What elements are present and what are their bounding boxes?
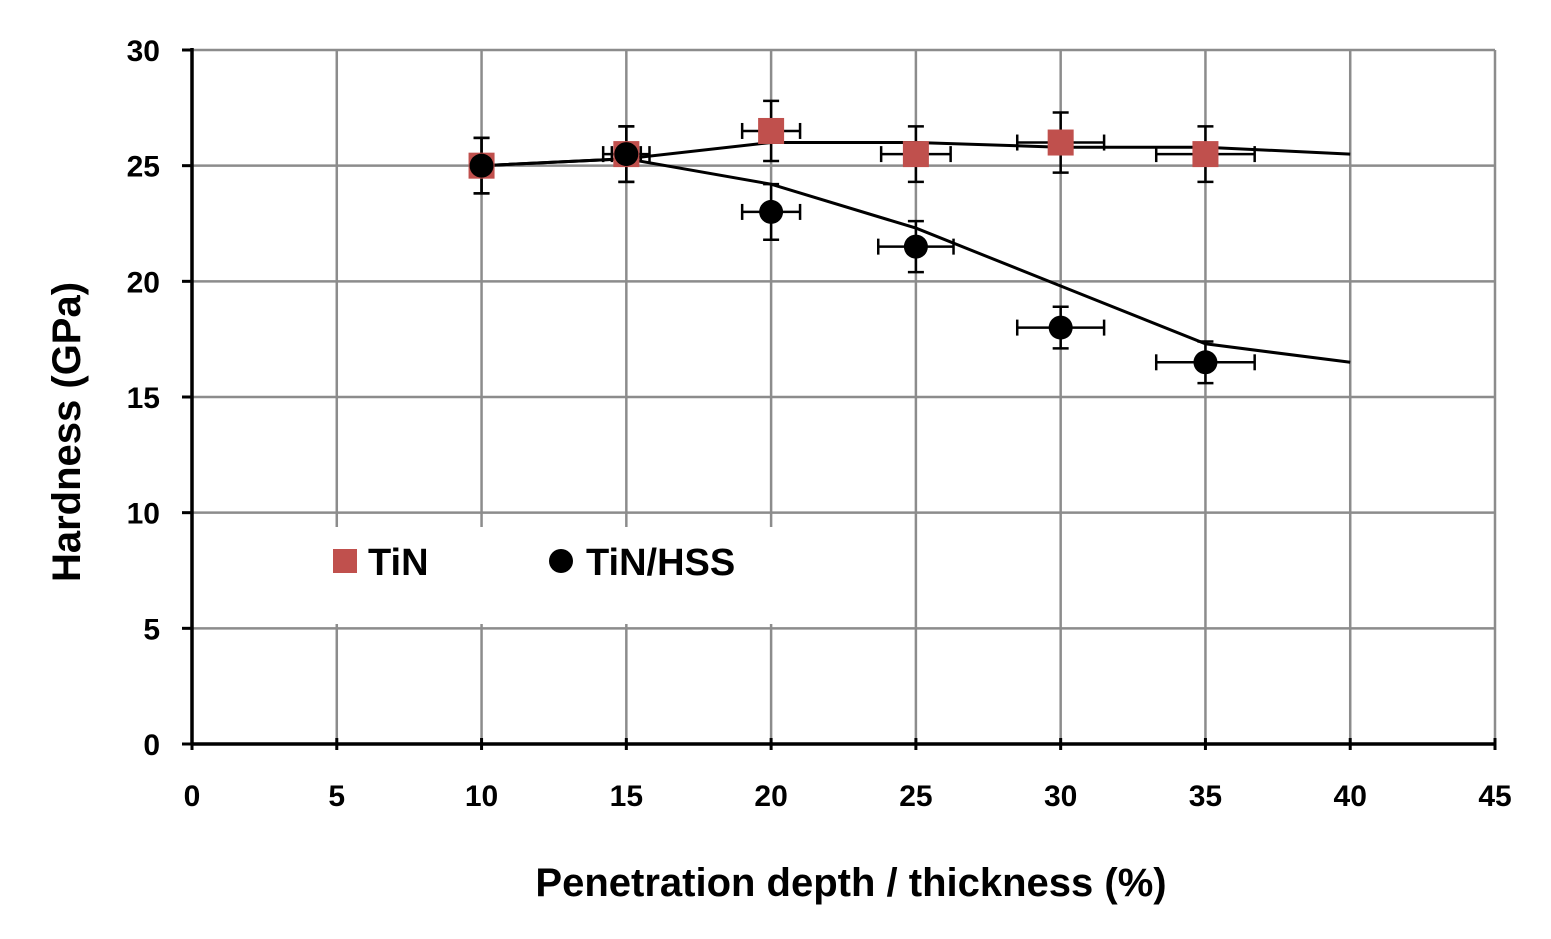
y-tick-label-25: 25	[127, 151, 160, 184]
legend-label-1: TiN/HSS	[586, 542, 735, 584]
axes-layer: 0 5 10 15 20 25 30 35 40 45 0 5 10 15 20 25 30	[127, 35, 1512, 813]
legend-swatch-0	[333, 549, 357, 573]
legend-background	[318, 527, 798, 624]
point-tin-hss-2	[759, 199, 784, 224]
x-axis-title: Penetration depth / thickness (%)	[535, 861, 1166, 905]
markers-layer	[468, 117, 1219, 375]
y-tick-label-20: 20	[127, 266, 160, 299]
y-tick-label-10: 10	[127, 498, 160, 531]
x-tick-label-25: 25	[899, 780, 932, 813]
x-tick-label-30: 30	[1044, 780, 1077, 813]
x-tick-label-10: 10	[465, 780, 498, 813]
x-tick-label-45: 45	[1478, 780, 1511, 813]
x-tick-label-40: 40	[1334, 780, 1367, 813]
y-axis-title: Hardness (GPa)	[45, 282, 89, 582]
y-tick-label-5: 5	[143, 613, 160, 646]
x-tick-label-35: 35	[1189, 780, 1222, 813]
y-tick-label-15: 15	[127, 382, 160, 415]
legend-swatch-1	[549, 549, 573, 573]
x-tick-label-20: 20	[754, 780, 787, 813]
grid-layer	[192, 48, 1497, 744]
point-tin-2	[758, 117, 785, 144]
point-tin-5	[1192, 141, 1219, 168]
point-tin-hss-5	[1193, 350, 1218, 375]
x-tick-label-15: 15	[610, 780, 643, 813]
point-tin-hss-3	[903, 234, 928, 259]
point-tin-hss-0	[469, 153, 494, 178]
x-tick-label-5: 5	[328, 780, 345, 813]
x-tick-label-0: 0	[184, 780, 201, 813]
point-tin-3	[902, 141, 929, 168]
y-tick-label-0: 0	[143, 729, 160, 762]
legend-label-0: TiN	[368, 542, 429, 584]
legend: TiN TiN/HSS	[318, 527, 798, 624]
y-tick-label-30: 30	[127, 35, 160, 68]
point-tin-4	[1047, 129, 1074, 156]
point-tin-hss-4	[1048, 315, 1073, 340]
point-tin-hss-1	[614, 142, 639, 167]
